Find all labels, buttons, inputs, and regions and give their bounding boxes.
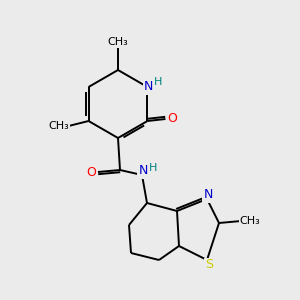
Text: H: H bbox=[154, 77, 163, 87]
Text: CH₃: CH₃ bbox=[108, 37, 128, 47]
Text: CH₃: CH₃ bbox=[48, 121, 69, 131]
Text: N: N bbox=[144, 80, 153, 94]
Text: O: O bbox=[86, 166, 96, 178]
Text: S: S bbox=[205, 259, 213, 272]
Text: N: N bbox=[203, 188, 213, 202]
Text: N: N bbox=[138, 164, 148, 178]
Text: H: H bbox=[149, 163, 157, 173]
Text: O: O bbox=[167, 112, 177, 124]
Text: CH₃: CH₃ bbox=[240, 216, 260, 226]
